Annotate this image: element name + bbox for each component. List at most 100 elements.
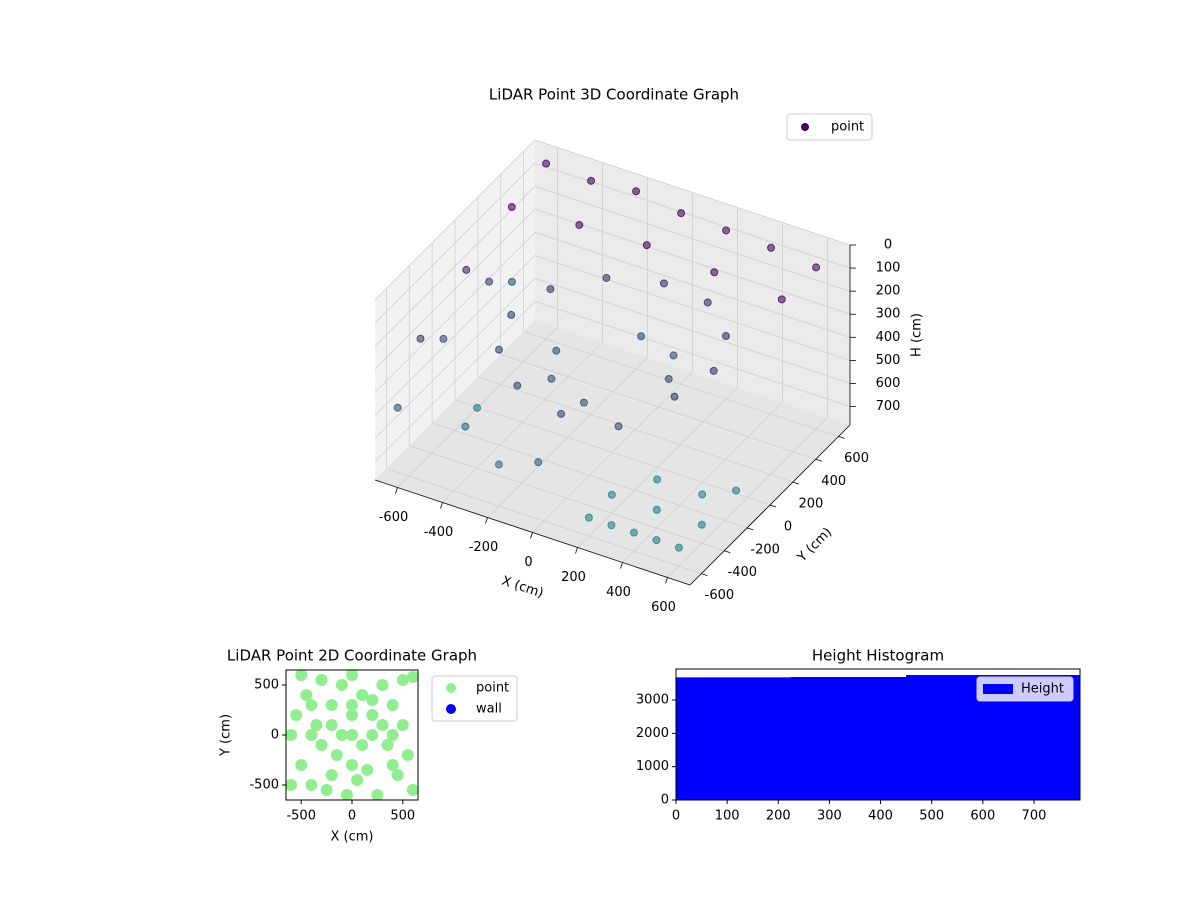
point <box>361 764 374 776</box>
point <box>406 671 418 683</box>
point <box>340 789 353 800</box>
legend-marker <box>446 704 456 714</box>
point <box>587 176 596 185</box>
point <box>703 298 712 307</box>
legend-marker <box>801 123 809 131</box>
tick-mark <box>724 550 731 554</box>
tick-mark <box>620 562 623 569</box>
point <box>416 334 425 343</box>
x-tick-label: 0 <box>672 809 680 824</box>
grid-line <box>374 232 536 393</box>
point <box>366 729 379 741</box>
z-tick-label: 500 <box>876 353 901 368</box>
x-tick-label: 200 <box>766 809 791 824</box>
point <box>669 351 678 360</box>
point <box>494 460 503 469</box>
grid-line <box>500 353 816 460</box>
x-axis <box>374 479 691 586</box>
point <box>346 759 358 771</box>
y-tick-label: 0 <box>784 520 792 535</box>
legend-label: point <box>476 681 509 696</box>
point <box>670 392 679 401</box>
point <box>330 749 343 761</box>
tick-mark <box>395 487 398 494</box>
point <box>366 694 379 706</box>
legend-marker <box>446 683 456 693</box>
y-tick-label: 1000 <box>636 759 669 774</box>
point <box>386 729 399 741</box>
tick-mark <box>665 577 668 584</box>
point <box>607 490 616 499</box>
point <box>315 674 328 686</box>
points <box>286 670 418 800</box>
point <box>732 486 741 495</box>
point <box>346 729 358 741</box>
x-tick-label: 600 <box>651 600 676 615</box>
point <box>534 458 543 467</box>
x-tick-label: 400 <box>606 585 631 600</box>
y-tick-label: 200 <box>798 497 823 512</box>
point <box>351 774 364 786</box>
z-axis-label: H (cm) <box>910 313 925 357</box>
x-tick-label: 0 <box>524 555 532 570</box>
point <box>552 346 561 355</box>
point <box>325 769 338 781</box>
point <box>346 709 358 721</box>
grid-line <box>534 255 851 361</box>
tick-mark <box>792 481 799 485</box>
x-tick-label: 700 <box>1022 809 1047 824</box>
z-tick-label: 100 <box>876 261 901 276</box>
point <box>709 366 718 375</box>
z-tick-label: 400 <box>876 330 901 345</box>
point <box>698 490 707 499</box>
y-tick-label: 2000 <box>636 726 669 741</box>
point <box>295 759 308 771</box>
point <box>376 719 389 731</box>
x-tick-label: 200 <box>561 570 586 585</box>
y-axis-label: Y (cm) <box>219 714 234 757</box>
point <box>371 789 384 800</box>
point <box>461 422 470 431</box>
point <box>386 699 399 711</box>
point <box>473 403 482 412</box>
tick-mark <box>440 502 443 509</box>
point <box>767 243 776 252</box>
x-tick-label: -200 <box>469 540 499 555</box>
x-tick-label: 300 <box>817 809 842 824</box>
point <box>290 709 303 721</box>
point <box>664 374 673 383</box>
point <box>485 277 494 286</box>
point <box>393 403 402 412</box>
point <box>325 719 338 731</box>
point <box>575 220 584 229</box>
grid-line <box>374 278 536 439</box>
y-tick-label: 500 <box>254 678 279 693</box>
point <box>391 769 404 781</box>
grid-line <box>386 468 702 574</box>
legend-box <box>786 113 873 141</box>
x-tick-label: 500 <box>919 809 944 824</box>
point <box>557 409 566 418</box>
point <box>305 699 318 711</box>
point <box>677 209 686 218</box>
y-tick-label: -500 <box>249 778 279 793</box>
point <box>346 699 358 711</box>
x-tick-label: 100 <box>715 809 740 824</box>
point <box>381 739 394 751</box>
point <box>335 729 348 741</box>
bar <box>676 677 792 800</box>
point <box>310 719 323 731</box>
x-tick-label: -400 <box>424 525 454 540</box>
chart-title: LiDAR Point 3D Coordinate Graph <box>489 86 739 104</box>
point <box>300 689 313 701</box>
point <box>439 334 448 343</box>
point <box>722 226 731 235</box>
y-tick-label: 600 <box>844 451 869 466</box>
tick-mark <box>701 573 708 576</box>
tick-mark <box>838 436 845 439</box>
grid-line <box>523 331 839 437</box>
legend-patch <box>983 684 1013 694</box>
point <box>396 719 409 731</box>
grid-line <box>409 445 725 552</box>
